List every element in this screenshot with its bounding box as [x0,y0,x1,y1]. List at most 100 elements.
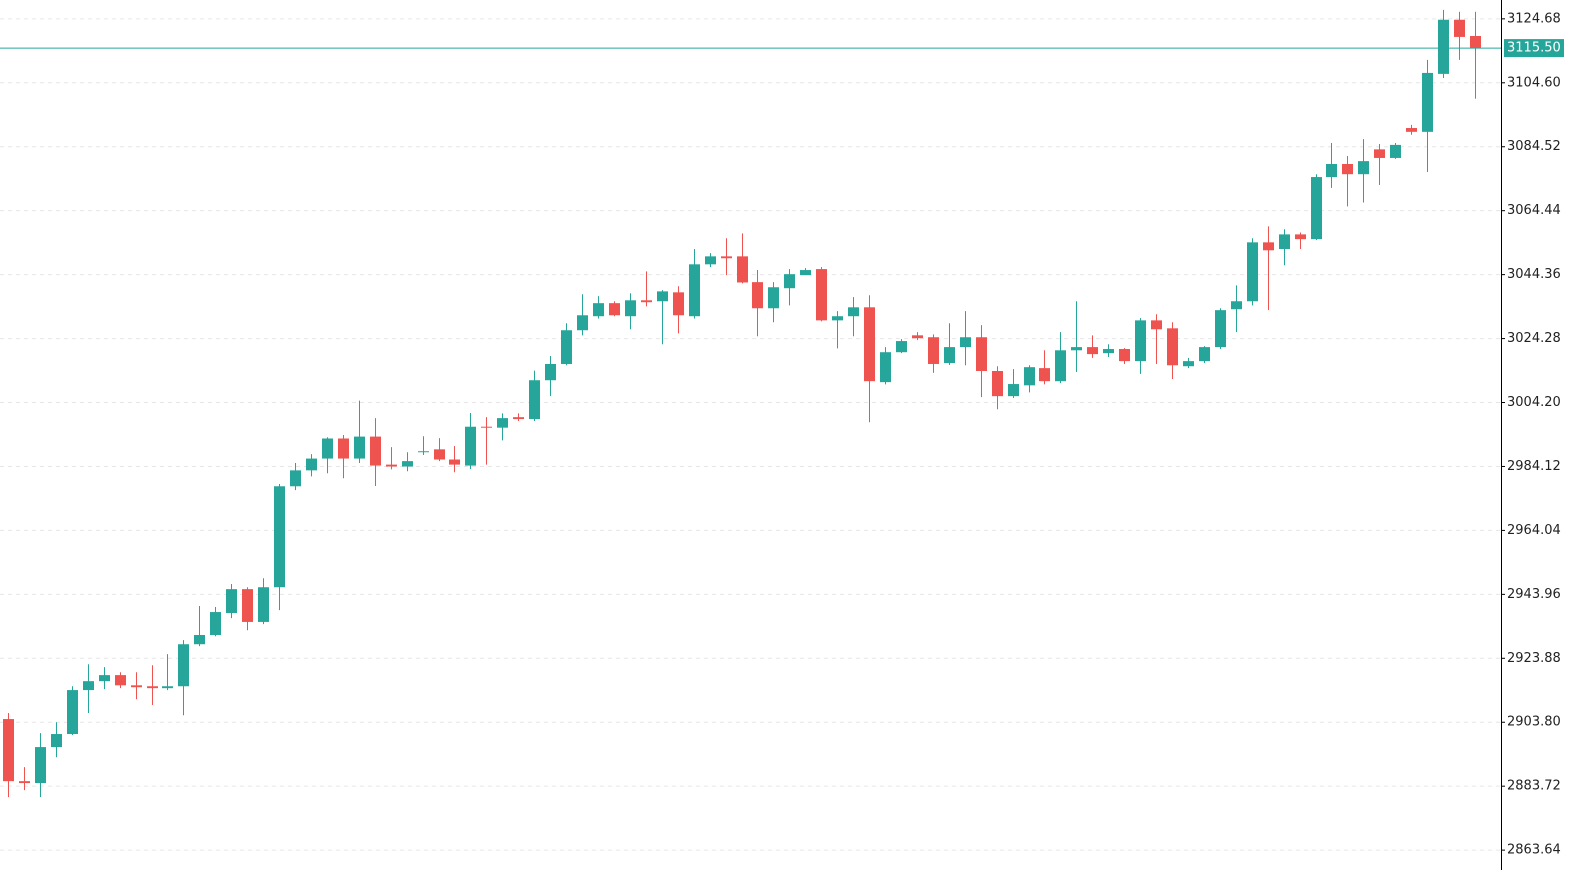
y-tick-label: 3084.52 [1507,139,1561,154]
y-tick-label: 3064.44 [1507,203,1561,218]
candle-body [1454,19,1465,37]
candle-body [928,337,939,364]
candle-body [1358,161,1369,175]
candle-body [147,686,158,689]
candle-body [354,436,365,459]
candle-body [1119,349,1130,362]
candle-body [1326,164,1337,178]
candle-body [1071,347,1082,351]
candle-body [1103,349,1114,354]
candle-body [848,307,859,317]
candle-body [434,449,445,460]
candle-body [465,426,476,466]
candle-body [449,459,460,465]
candle-body [386,464,397,467]
candle-body [1295,234,1306,240]
candle-body [1008,384,1019,397]
candle-body [657,291,668,302]
candle-body [1055,350,1066,382]
candle-body [35,747,46,784]
candle-body [1390,144,1401,158]
candle-body [290,470,301,487]
candle-body [1231,301,1242,310]
candle-body [162,686,173,689]
candle-body [210,612,221,635]
grid [0,18,1501,851]
candle-body [242,589,253,622]
candle-body [705,256,716,265]
candle-body [1199,347,1210,362]
candle-body [418,451,429,453]
y-tick-label: 2943.96 [1507,587,1561,602]
candle-body [402,461,413,467]
candle-body [194,634,205,645]
last-price-box [1504,39,1564,58]
candle-body [784,274,795,289]
candle-body [1406,128,1417,132]
y-tick-label: 2903.80 [1507,715,1561,730]
y-tick-label: 3024.28 [1507,331,1561,346]
candle-body [370,436,381,466]
candle-body [1438,19,1449,74]
candle-body [800,270,811,276]
candle-body [67,690,78,735]
candle-body [99,675,110,682]
candle-body [1135,320,1146,362]
candle-body [960,337,971,348]
candle-body [338,438,349,459]
candle-body [880,352,891,383]
candle-body [1279,234,1290,250]
candle-body [1087,347,1098,355]
candle-body [529,380,540,420]
candle-body [816,269,827,321]
candle-body [83,681,94,691]
candle-body [912,335,923,339]
y-tick-label: 2964.04 [1507,523,1561,538]
candle-body [864,307,875,382]
candle-body [1374,149,1385,158]
candle-body [641,300,652,303]
candle-body [1215,310,1226,348]
candle-body [721,256,732,259]
candle-body [178,644,189,687]
candles [0,9,1501,798]
candle-body [1422,72,1433,132]
candle-body [609,303,620,316]
y-tick-label: 3124.68 [1507,11,1561,26]
candle-body [51,734,62,748]
candle-body [992,370,1003,397]
candle-body [1151,320,1162,330]
candle-body [896,341,907,353]
candle-body [673,292,684,316]
candle-body [689,264,700,317]
y-tick-label: 3044.36 [1507,267,1561,282]
candle-body [768,287,779,309]
candle-body [1263,242,1274,251]
candle-body [497,418,508,428]
candle-body [481,426,492,428]
candle-body [19,781,30,784]
candle-body [561,330,572,364]
candle-body [577,315,588,331]
candle-body [115,675,126,686]
last-price-label: 3115.50 [1507,41,1561,56]
candle-body [545,363,556,381]
candle-body [226,589,237,614]
candle-body [1167,328,1178,366]
candle-body [593,303,604,317]
candle-body [976,337,987,371]
candle-body [1342,164,1353,175]
candle-body [737,256,748,283]
candle-body [3,719,14,782]
candle-body [944,347,955,364]
candle-body [258,587,269,622]
candle-body [1470,35,1481,49]
y-tick-label: 2923.88 [1507,651,1561,666]
candle-body [752,282,763,309]
candle-body [513,417,524,420]
y-tick-label: 3004.20 [1507,395,1561,410]
candle-body [322,438,333,459]
candle-body [1311,177,1322,240]
candle-body [306,458,317,471]
